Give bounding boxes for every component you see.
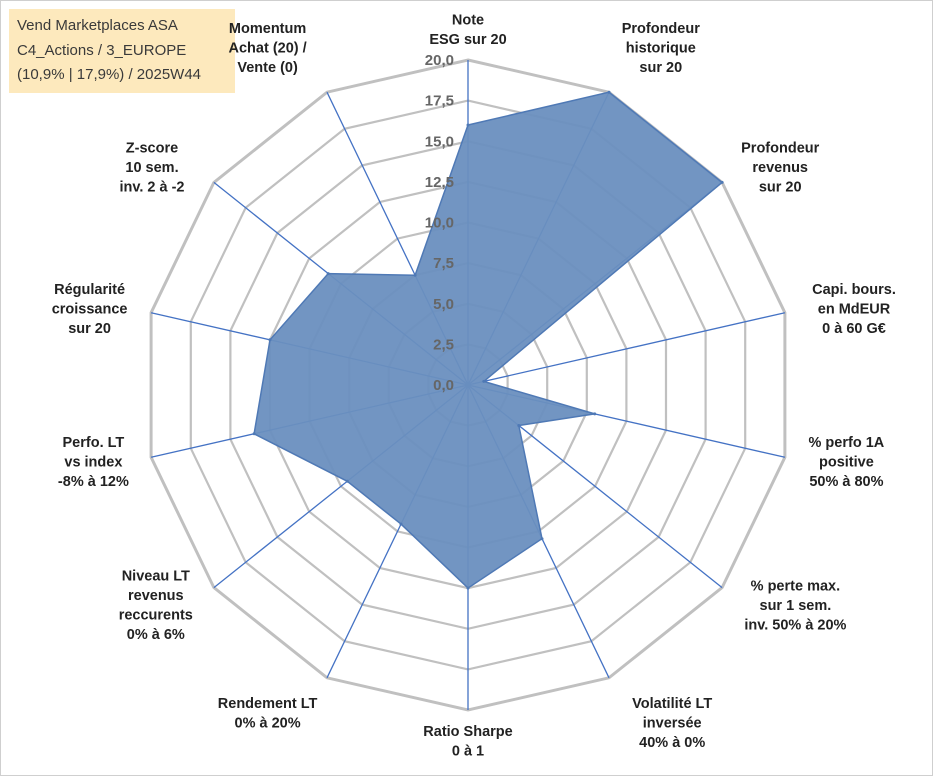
axis-label-line: 10 sem. — [125, 160, 178, 176]
data-point — [466, 586, 470, 590]
axis-label-line: Profondeur — [741, 141, 819, 157]
company-name: Vend Marketplaces ASA — [17, 17, 178, 34]
axis-label-line: croissance — [52, 302, 128, 318]
tick-label: 0,0 — [433, 377, 454, 394]
data-point — [540, 537, 544, 541]
tick-label: 15,0 — [425, 133, 454, 150]
axis-label-line: sur 20 — [639, 60, 682, 76]
axis-label-line: Perfo. LT — [63, 435, 125, 451]
axis-label-line: revenus — [752, 160, 808, 176]
axis-label-line: sur 1 sem. — [760, 598, 832, 614]
axis-label: Momentum Achat (20) / Vente (0) — [229, 21, 307, 76]
axis-label: % perte max. sur 1 sem. inv. 50% à 20% — [744, 578, 846, 633]
data-point — [517, 424, 521, 427]
axis-label-line: % perte max. — [751, 578, 840, 594]
axis-label-line: inv. 50% à 20% — [744, 617, 846, 633]
axis-label-line: Vente (0) — [237, 60, 298, 76]
data-point — [399, 522, 403, 526]
axis-label-line: Momentum — [229, 21, 306, 37]
axis-label: Volatilité LT inversée 40% à 0% — [632, 696, 712, 751]
tick-label: 17,5 — [425, 93, 454, 110]
axis-label-line: Profondeur — [622, 21, 700, 37]
axis-label: Régularité croissance sur 20 — [52, 282, 128, 337]
axis-label-line: Niveau LT — [122, 569, 190, 585]
axis-label-line: 0 à 1 — [452, 744, 484, 760]
axis-label-line: revenus — [128, 588, 184, 604]
data-point — [720, 180, 724, 184]
portfolio-category: C4_Actions / 3_EUROPE — [17, 41, 187, 59]
axis-label: Profondeur revenus sur 20 — [741, 141, 819, 196]
axis-label-line: -8% à 12% — [58, 474, 129, 490]
axis-label-line: positive — [819, 454, 874, 470]
axis-label-line: Volatilité LT — [632, 696, 712, 712]
axis-label: Rendement LT 0% à 20% — [218, 696, 318, 732]
tick-label: 7,5 — [433, 255, 454, 272]
axis-label-line: sur 20 — [68, 321, 111, 337]
data-point — [607, 90, 611, 94]
tick-label: 12,5 — [425, 174, 454, 191]
axis-label-line: 50% à 80% — [809, 474, 883, 490]
tick-label: 5,0 — [433, 296, 454, 313]
axis-label-line: sur 20 — [759, 180, 802, 196]
tick-label: 20,0 — [425, 52, 454, 69]
data-point — [326, 272, 330, 276]
axis-label-line: 0% à 20% — [235, 716, 301, 732]
axis-label-line: reccurents — [119, 608, 193, 624]
axis-label-line: 0% à 6% — [127, 627, 185, 643]
title-box: Vend Marketplaces ASA C4_Actions / 3_EUR… — [9, 9, 235, 93]
axis-label: % perfo 1A positive 50% à 80% — [809, 435, 885, 490]
data-point — [593, 412, 597, 416]
data-point — [268, 338, 272, 342]
data-point — [252, 432, 256, 436]
axis-label-line: Rendement LT — [218, 696, 318, 712]
axis-label: Z-score 10 sem. inv. 2 à -2 — [119, 141, 184, 196]
tick-label: 10,0 — [425, 215, 454, 232]
data-point — [482, 379, 486, 383]
axis-label-line: Ratio Sharpe — [423, 724, 512, 740]
axis-spoke — [467, 312, 786, 386]
axis-label-line: en MdEUR — [818, 302, 891, 318]
axis-label-line: Régularité — [54, 282, 125, 298]
axis-label-line: Capi. bours. — [812, 282, 896, 298]
axis-label: Perfo. LT vs index -8% à 12% — [58, 435, 129, 490]
axis-label-line: ESG sur 20 — [429, 32, 506, 48]
axis-label-line: 40% à 0% — [639, 735, 705, 751]
axis-label-line: 0 à 60 G€ — [822, 321, 886, 337]
axis-label-line: % perfo 1A — [809, 435, 885, 451]
axis-label-line: inv. 2 à -2 — [119, 180, 184, 196]
axis-label-line: Note — [452, 13, 484, 29]
axis-label-line: vs index — [64, 454, 122, 470]
axis-label: Note ESG sur 20 — [429, 13, 506, 49]
axis-label-line: Achat (20) / — [229, 41, 307, 57]
performance-week: (10,9% | 17,9%) / 2025W44 — [17, 66, 201, 83]
axis-label: Ratio Sharpe 0 à 1 — [423, 724, 512, 760]
axis-label: Profondeur historique sur 20 — [622, 21, 700, 76]
data-point — [345, 479, 349, 483]
data-point — [413, 273, 417, 277]
data-point — [466, 123, 470, 127]
axis-label: Niveau LT revenus reccurents 0% à 6% — [119, 569, 193, 644]
axis-label-line: historique — [626, 41, 696, 57]
data-area — [253, 91, 724, 590]
axis-label-line: Z-score — [126, 141, 178, 157]
tick-label: 2,5 — [433, 336, 454, 353]
axis-label-line: inversée — [643, 716, 702, 732]
axis-label: Capi. bours. en MdEUR 0 à 60 G€ — [812, 282, 896, 337]
